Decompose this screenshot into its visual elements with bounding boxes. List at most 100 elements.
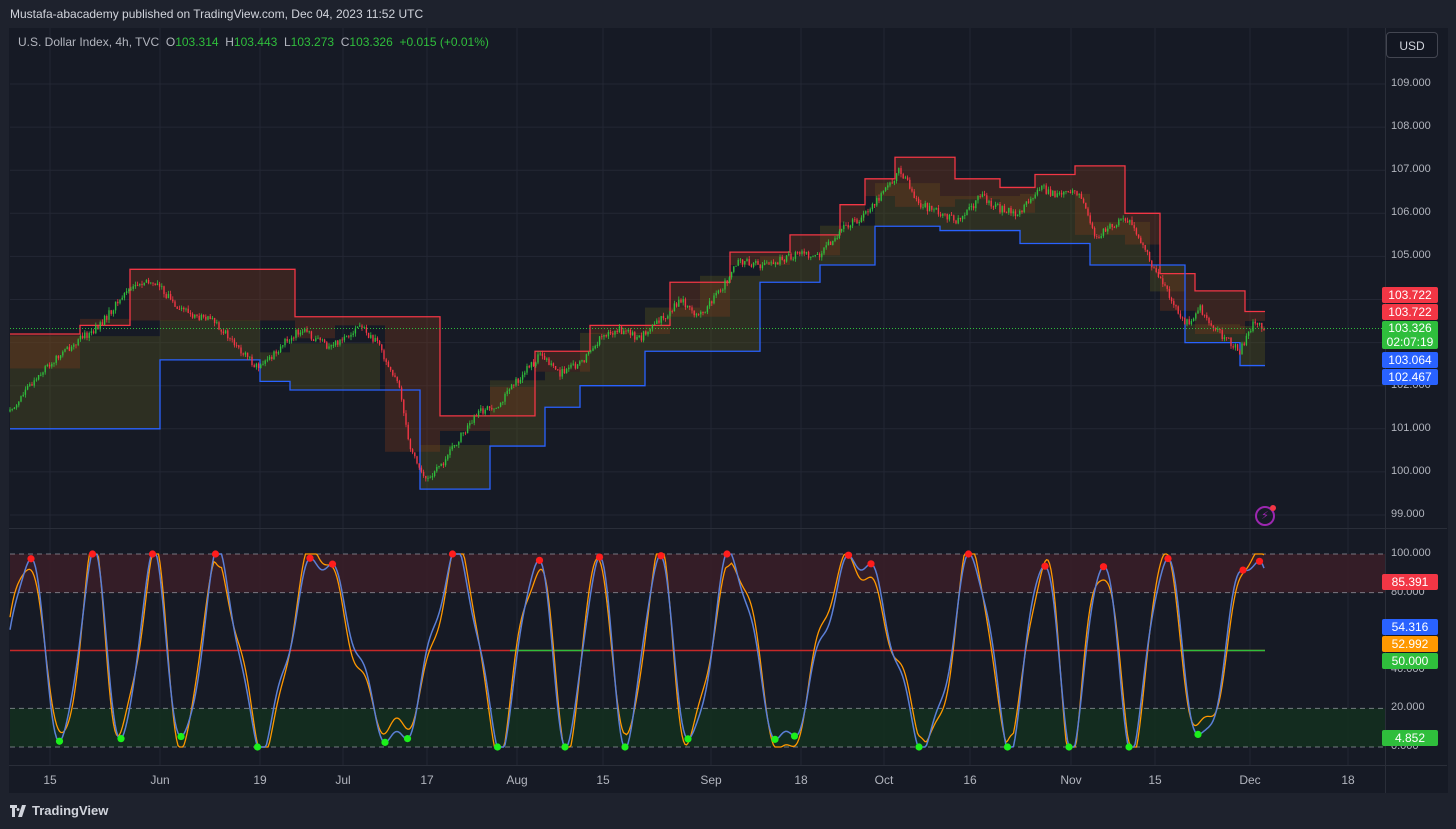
close-label: C xyxy=(340,35,350,49)
candle-body xyxy=(229,338,231,340)
chart-panel[interactable] xyxy=(9,28,1385,793)
candle-body xyxy=(605,335,607,337)
candle-body xyxy=(515,378,517,386)
candle-body xyxy=(286,339,288,342)
overbought-dot xyxy=(867,560,875,568)
candle-body xyxy=(838,231,841,239)
candle-body xyxy=(592,348,594,351)
candle-body xyxy=(689,305,691,308)
candle-body xyxy=(392,369,394,376)
support-fill xyxy=(290,343,380,391)
candle-body xyxy=(651,324,654,330)
candle-body xyxy=(363,327,365,328)
candle-body xyxy=(57,355,60,359)
candle-body xyxy=(680,299,682,303)
candle-body xyxy=(51,363,53,367)
candle-body xyxy=(968,206,970,210)
time-label: 15 xyxy=(596,773,610,787)
price-tick: 107.000 xyxy=(1391,163,1431,175)
candle-body xyxy=(359,325,361,327)
time-label: 17 xyxy=(420,773,434,787)
candle-body xyxy=(1054,190,1056,197)
candle-body xyxy=(372,335,374,342)
candle-body xyxy=(1236,344,1239,351)
candle-body xyxy=(187,308,189,313)
candle-body xyxy=(345,336,348,338)
candle-body xyxy=(420,467,423,472)
candle-body xyxy=(939,214,942,216)
candle-body xyxy=(433,471,436,477)
candle-body xyxy=(953,215,955,221)
candle-body xyxy=(220,329,222,332)
candle-body xyxy=(849,225,852,228)
candle-body xyxy=(1192,318,1195,321)
change-value: +0.015 (+0.01%) xyxy=(399,35,489,49)
candle-body xyxy=(1082,198,1085,203)
time-label: Aug xyxy=(506,773,528,787)
candle-body xyxy=(893,181,896,184)
currency-button[interactable]: USD xyxy=(1386,32,1438,58)
candle-body xyxy=(95,325,97,334)
candle-body xyxy=(1005,212,1008,214)
candle-body xyxy=(1170,297,1173,302)
candle-body xyxy=(1232,346,1234,348)
price-tick: 106.000 xyxy=(1391,206,1431,218)
oversold-dot xyxy=(1125,743,1133,751)
candle-body xyxy=(834,238,836,241)
candle-body xyxy=(1157,272,1160,278)
candle-body xyxy=(414,452,416,457)
candle-body xyxy=(843,224,845,229)
candle-body xyxy=(684,299,687,308)
overbought-dot xyxy=(723,550,731,558)
candle-body xyxy=(290,337,293,341)
candle-body xyxy=(517,378,519,383)
time-axis-line xyxy=(9,765,1447,766)
candle-body xyxy=(350,334,352,337)
candle-body xyxy=(664,318,667,320)
time-label: Jul xyxy=(335,773,351,787)
candle-body xyxy=(416,456,418,464)
candle-body xyxy=(506,390,508,394)
candle-body xyxy=(1166,285,1168,289)
candle-body xyxy=(90,331,93,334)
support-fill xyxy=(420,444,490,490)
candle-body xyxy=(733,266,735,272)
oversold-dot xyxy=(684,735,692,743)
footer-brand[interactable]: TradingView xyxy=(32,803,109,818)
high-value: 103.443 xyxy=(233,35,278,49)
candle-body xyxy=(180,307,183,309)
candle-body xyxy=(860,217,863,222)
lightning-icon[interactable]: ⚡ xyxy=(1255,506,1275,526)
candle-body xyxy=(26,385,29,390)
candle-body xyxy=(865,211,867,214)
candle-body xyxy=(671,311,673,312)
candle-body xyxy=(810,256,812,258)
candle-body xyxy=(1168,288,1171,298)
candle-body xyxy=(68,347,71,351)
candle-body xyxy=(825,245,827,248)
candle-body xyxy=(702,311,704,314)
pane-divider[interactable] xyxy=(9,528,1447,529)
candle-body xyxy=(656,320,658,324)
high-label: H xyxy=(225,35,234,49)
candle-body xyxy=(858,221,860,224)
candle-body xyxy=(81,335,84,339)
candle-body xyxy=(948,214,951,220)
candle-body xyxy=(169,294,172,300)
candle-body xyxy=(86,332,88,338)
time-label: Oct xyxy=(874,773,894,787)
candle-body xyxy=(121,297,123,300)
candle-body xyxy=(719,290,722,292)
candle-body xyxy=(1133,225,1135,229)
candle-body xyxy=(227,330,229,339)
candle-body xyxy=(915,197,918,199)
resistance-fill xyxy=(10,333,80,369)
time-label: Dec xyxy=(1239,773,1261,787)
candle-body xyxy=(400,387,403,400)
candle-body xyxy=(726,280,728,284)
symbol-name[interactable]: U.S. Dollar Index, 4h, TVC xyxy=(18,35,160,49)
candle-body xyxy=(1179,313,1182,318)
candle-body xyxy=(117,301,119,304)
candle-body xyxy=(788,253,790,256)
